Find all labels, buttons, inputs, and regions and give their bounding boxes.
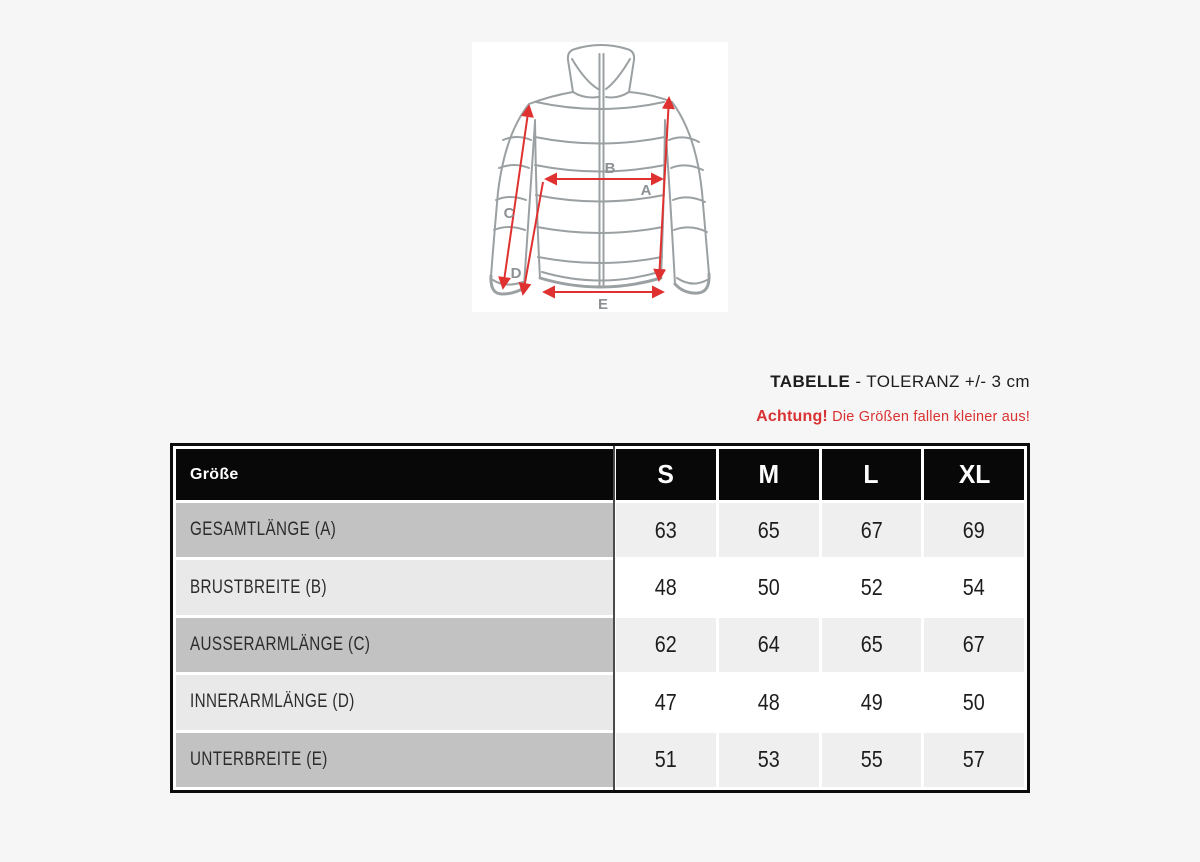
size-value: 51 — [616, 732, 716, 787]
size-value: 52 — [821, 560, 922, 615]
header-row: Größe S M L XL — [176, 449, 1024, 500]
size-value: 55 — [821, 732, 922, 787]
size-value: 49 — [821, 675, 922, 730]
size-value-text: 65 — [757, 516, 780, 543]
measure-label-b: B — [605, 160, 616, 177]
size-value: 67 — [821, 503, 922, 558]
size-value-text: 54 — [963, 574, 986, 601]
measurement-label: INNERARMLÄNGE (D) — [176, 675, 613, 730]
jacket-measurement-diagram: B A C D E — [472, 42, 728, 312]
size-value: 69 — [924, 503, 1024, 558]
measurement-label-text: GESAMTLÄNGE (A) — [190, 519, 337, 541]
column-divider — [613, 446, 615, 790]
size-value-text: 53 — [757, 746, 780, 773]
column-header-xl-text: XL — [958, 459, 990, 489]
size-value: 57 — [924, 732, 1024, 787]
measurement-arrows — [498, 96, 675, 299]
size-value: 53 — [718, 732, 819, 787]
column-header-xl: XL — [924, 449, 1024, 500]
column-header-s: S — [616, 449, 716, 500]
jacket-diagram-svg: B A C D E — [489, 44, 711, 312]
size-value-text: 55 — [860, 746, 883, 773]
column-header-l: L — [821, 449, 922, 500]
column-header-s-text: S — [657, 459, 675, 489]
size-value-text: 63 — [654, 516, 677, 543]
measure-label-e: E — [598, 296, 608, 312]
measure-arrow-c — [498, 104, 534, 290]
column-header-l-text: L — [863, 459, 879, 489]
measurement-label: BRUSTBREITE (B) — [176, 560, 613, 615]
size-value-text: 62 — [654, 631, 677, 658]
table-row: UNTERBREITE (E) 51 53 55 57 — [176, 732, 1024, 787]
size-table: Größe S M L XL GESAMTLÄNGE (A) 63 65 67 69 BR… — [170, 443, 1030, 793]
jacket-outline — [489, 44, 711, 296]
size-value-text: 65 — [860, 631, 883, 658]
measurement-label: UNTERBREITE (E) — [176, 732, 613, 787]
column-header-m-text: M — [758, 459, 779, 489]
tolerance-text: - TOLERANZ +/- 3 cm — [850, 372, 1030, 391]
tolerance-note: TABELLE - TOLERANZ +/- 3 cm — [770, 372, 1030, 392]
measurement-label-text: AUSSERARMLÄNGE (C) — [190, 633, 371, 655]
size-value: 67 — [924, 617, 1024, 673]
measurement-label: GESAMTLÄNGE (A) — [176, 503, 613, 558]
size-value-text: 49 — [860, 688, 883, 715]
measurement-label-text: BRUSTBREITE (B) — [190, 576, 327, 598]
size-value: 63 — [616, 503, 716, 558]
measure-arrow-d — [518, 181, 544, 296]
measure-label-a: A — [641, 182, 652, 199]
size-value: 65 — [821, 617, 922, 673]
size-value-text: 57 — [963, 746, 986, 773]
size-value: 48 — [718, 675, 819, 730]
table-row: GESAMTLÄNGE (A) 63 65 67 69 — [176, 503, 1024, 558]
size-value: 62 — [616, 617, 716, 673]
size-value-text: 69 — [963, 516, 986, 543]
measure-labels: B A C D E — [504, 160, 652, 312]
measure-label-d: D — [511, 265, 522, 282]
size-value: 65 — [718, 503, 819, 558]
table-row: INNERARMLÄNGE (D) 47 48 49 50 — [176, 675, 1024, 730]
table-row: BRUSTBREITE (B) 48 50 52 54 — [176, 560, 1024, 615]
size-value: 54 — [924, 560, 1024, 615]
size-value-text: 47 — [654, 688, 677, 715]
measurement-label: AUSSERARMLÄNGE (C) — [176, 617, 613, 673]
size-value-text: 48 — [757, 688, 780, 715]
tolerance-title: TABELLE — [770, 372, 851, 391]
warning-text: Die Größen fallen kleiner aus! — [827, 409, 1030, 425]
size-value-text: 64 — [757, 631, 780, 658]
size-value-text: 48 — [654, 574, 677, 601]
measurement-label-text: UNTERBREITE (E) — [190, 748, 328, 770]
measure-label-c: C — [504, 205, 515, 222]
size-value: 48 — [616, 560, 716, 615]
table-row: AUSSERARMLÄNGE (C) 62 64 65 67 — [176, 617, 1024, 673]
size-value: 64 — [718, 617, 819, 673]
size-value-text: 67 — [963, 631, 986, 658]
measurement-label-text: INNERARMLÄNGE (D) — [190, 691, 355, 713]
warning-note: Achtung! Die Größen fallen kleiner aus! — [756, 408, 1030, 426]
corner-label-text: Größe — [190, 465, 239, 483]
corner-label: Größe — [176, 449, 613, 500]
size-value: 50 — [924, 675, 1024, 730]
size-value: 50 — [718, 560, 819, 615]
size-value-text: 51 — [654, 746, 677, 773]
size-value: 47 — [616, 675, 716, 730]
measure-arrow-a — [653, 96, 675, 282]
size-value-text: 50 — [757, 574, 780, 601]
size-value-text: 50 — [963, 688, 986, 715]
size-value-text: 67 — [860, 516, 883, 543]
size-value-text: 52 — [860, 574, 883, 601]
size-table-grid: Größe S M L XL GESAMTLÄNGE (A) 63 65 67 69 BR… — [170, 443, 1030, 793]
column-header-m: M — [718, 449, 819, 500]
warning-title: Achtung! — [756, 408, 828, 425]
